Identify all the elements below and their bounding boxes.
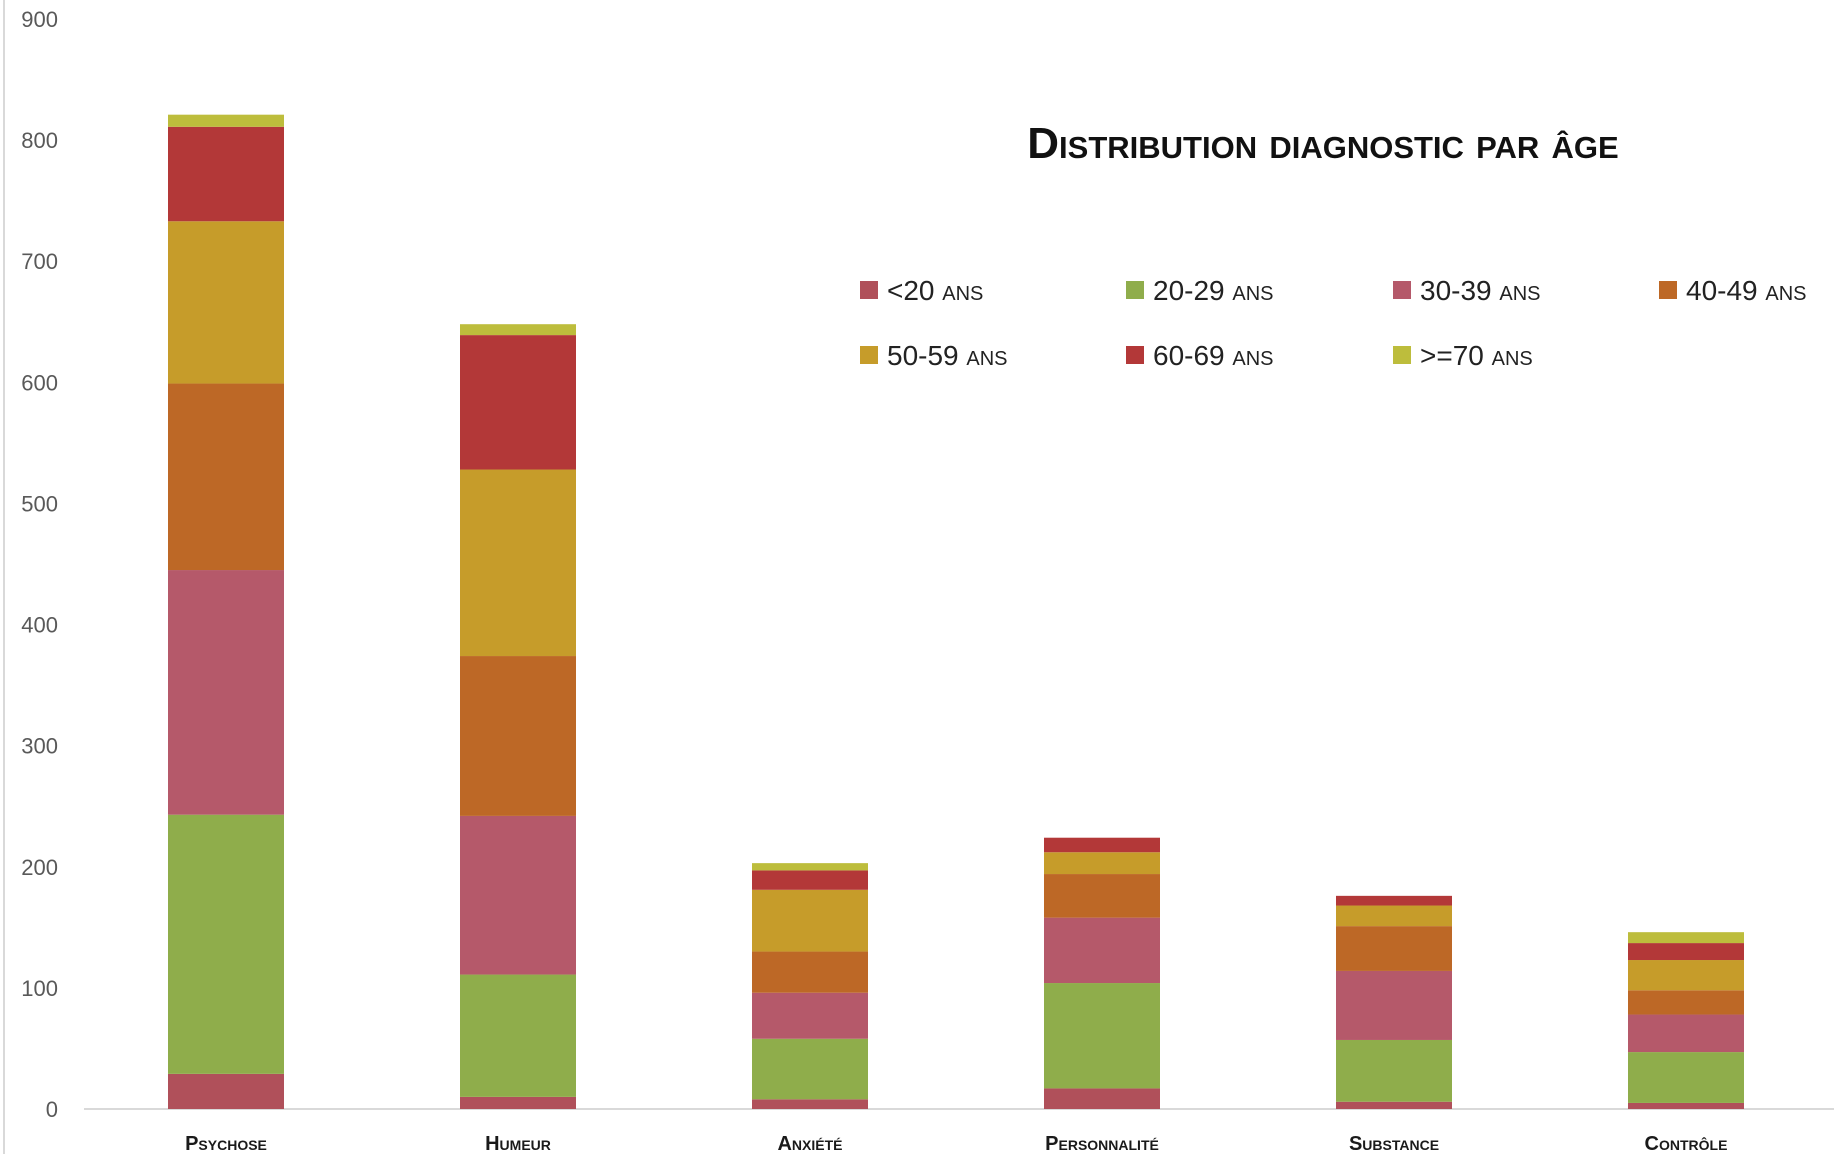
y-tick-label: 700 bbox=[21, 249, 58, 274]
bar-segment bbox=[460, 469, 576, 657]
bar-segment bbox=[1336, 1039, 1452, 1102]
legend-swatch bbox=[1126, 281, 1144, 299]
chart-title: Distribution diagnostic par âge bbox=[1027, 119, 1618, 168]
bar-segment bbox=[752, 992, 868, 1039]
bar-segment bbox=[168, 570, 284, 815]
legend-swatch bbox=[1393, 346, 1411, 364]
bar-segment bbox=[460, 335, 576, 470]
bar-segment bbox=[1336, 1101, 1452, 1109]
y-tick-label: 600 bbox=[21, 370, 58, 395]
bar-segment bbox=[752, 951, 868, 993]
bar-segment bbox=[1628, 990, 1744, 1015]
bar-segment bbox=[1044, 983, 1160, 1089]
legend-label: 50-59 ans bbox=[887, 340, 1008, 371]
bar-segment bbox=[1336, 895, 1452, 906]
bar-segment bbox=[168, 814, 284, 1074]
legend-label: 30-39 ans bbox=[1420, 275, 1541, 306]
bar-segment bbox=[168, 126, 284, 222]
bars bbox=[168, 114, 1744, 1109]
bar-segment bbox=[1336, 926, 1452, 971]
legend-label: 40-49 ans bbox=[1686, 275, 1807, 306]
legend-label: 60-69 ans bbox=[1153, 340, 1274, 371]
bar-segment bbox=[168, 1073, 284, 1109]
bar-segment bbox=[1336, 970, 1452, 1040]
bar-segment bbox=[460, 324, 576, 336]
legend-label: 20-29 ans bbox=[1153, 275, 1274, 306]
bar-segment bbox=[1628, 943, 1744, 961]
bar-segment bbox=[168, 383, 284, 571]
x-tick-label: Personnalité bbox=[1045, 1133, 1159, 1154]
legend-label: <20 ans bbox=[887, 275, 983, 306]
x-tick-label: Humeur bbox=[485, 1133, 551, 1154]
bar-segment bbox=[1628, 960, 1744, 991]
y-tick-label: 900 bbox=[21, 7, 58, 32]
y-axis-ticks: 0 100 200 300 400 500 600 700 800 900 bbox=[21, 7, 58, 1122]
bar-segment bbox=[460, 656, 576, 816]
y-tick-label: 0 bbox=[46, 1097, 58, 1122]
legend-swatch bbox=[860, 281, 878, 299]
bar-segment bbox=[1044, 1088, 1160, 1109]
bar-segment bbox=[752, 1038, 868, 1100]
bar-segment bbox=[1336, 905, 1452, 927]
y-tick-label: 100 bbox=[21, 976, 58, 1001]
bar-segment bbox=[752, 870, 868, 890]
x-tick-label: Psychose bbox=[185, 1133, 267, 1154]
y-tick-label: 200 bbox=[21, 855, 58, 880]
y-tick-label: 300 bbox=[21, 734, 58, 759]
legend-swatch bbox=[1126, 346, 1144, 364]
bar-segment bbox=[1628, 932, 1744, 944]
legend-swatch bbox=[1393, 281, 1411, 299]
x-tick-label: Contrôle bbox=[1645, 1133, 1728, 1154]
bar-segment bbox=[1044, 852, 1160, 875]
bar-segment bbox=[460, 815, 576, 975]
bar-segment bbox=[752, 889, 868, 952]
bar-segment bbox=[1044, 837, 1160, 853]
x-tick-label: Substance bbox=[1349, 1133, 1439, 1154]
y-tick-label: 400 bbox=[21, 613, 58, 638]
bar-segment bbox=[752, 1099, 868, 1109]
bar-segment bbox=[752, 863, 868, 871]
bar-segment bbox=[460, 974, 576, 1097]
bar-segment bbox=[168, 221, 284, 384]
bar-segment bbox=[1044, 874, 1160, 918]
legend-swatch bbox=[860, 346, 878, 364]
y-tick-label: 500 bbox=[21, 491, 58, 516]
bar-segment bbox=[1628, 1102, 1744, 1109]
bar-segment bbox=[1628, 1014, 1744, 1053]
x-tick-label: Anxiété bbox=[777, 1133, 842, 1154]
y-tick-label: 800 bbox=[21, 128, 58, 153]
x-axis-labels: Psychose Humeur Anxiété Personnalité Substan… bbox=[185, 1133, 1727, 1154]
legend-swatch bbox=[1659, 281, 1677, 299]
legend: <20 ans 20-29 ans 30-39 ans 40-49 ans 50-59 … bbox=[860, 275, 1807, 371]
bar-segment bbox=[168, 114, 284, 127]
bar-segment bbox=[1628, 1052, 1744, 1103]
legend-label: >=70 ans bbox=[1420, 340, 1533, 371]
bar-segment bbox=[1044, 917, 1160, 984]
bar-segment bbox=[460, 1096, 576, 1109]
